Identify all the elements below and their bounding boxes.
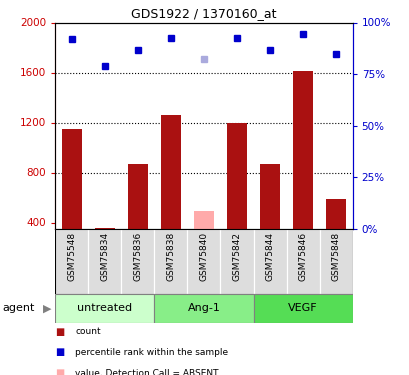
Bar — [88, 229, 121, 294]
Bar — [193, 211, 213, 229]
Text: ■: ■ — [55, 327, 65, 337]
Bar — [121, 229, 154, 294]
Bar — [319, 229, 352, 294]
Text: Ang-1: Ang-1 — [187, 303, 220, 313]
Bar — [154, 229, 187, 294]
Text: ▶: ▶ — [43, 303, 52, 313]
Text: GSM75846: GSM75846 — [298, 232, 307, 281]
Text: value, Detection Call = ABSENT: value, Detection Call = ABSENT — [75, 369, 218, 375]
Bar — [227, 123, 246, 229]
Bar — [128, 164, 148, 229]
Text: agent: agent — [2, 303, 34, 313]
Bar — [286, 229, 319, 294]
Text: ■: ■ — [55, 348, 65, 357]
Text: ■: ■ — [55, 368, 65, 375]
Bar — [259, 164, 279, 229]
Bar — [55, 229, 88, 294]
Text: GSM75834: GSM75834 — [100, 232, 109, 281]
Bar — [220, 229, 253, 294]
Bar — [154, 229, 187, 294]
Text: GSM75844: GSM75844 — [265, 232, 274, 281]
Bar — [161, 115, 180, 229]
Bar — [253, 294, 352, 322]
Text: GSM75840: GSM75840 — [199, 232, 208, 281]
Text: GSM75836: GSM75836 — [133, 232, 142, 281]
Text: GSM75838: GSM75838 — [166, 232, 175, 281]
Text: count: count — [75, 327, 101, 336]
Bar — [187, 229, 220, 294]
Text: untreated: untreated — [77, 303, 132, 313]
Bar — [88, 229, 121, 294]
Text: GSM75848: GSM75848 — [331, 232, 340, 281]
Text: GSM75548: GSM75548 — [67, 232, 76, 281]
Bar — [62, 129, 81, 229]
Title: GDS1922 / 1370160_at: GDS1922 / 1370160_at — [131, 7, 276, 20]
Bar — [220, 229, 253, 294]
Bar — [253, 229, 286, 294]
Bar — [286, 229, 319, 294]
Bar — [319, 229, 352, 294]
Bar — [187, 229, 220, 294]
Bar — [95, 228, 115, 229]
Bar — [55, 229, 88, 294]
Bar — [55, 294, 154, 322]
Text: VEGF: VEGF — [288, 303, 317, 313]
Bar — [292, 71, 312, 229]
Bar — [253, 229, 286, 294]
Text: percentile rank within the sample: percentile rank within the sample — [75, 348, 227, 357]
Bar — [154, 294, 253, 322]
Bar — [326, 199, 345, 229]
Text: GSM75842: GSM75842 — [232, 232, 241, 281]
Bar — [121, 229, 154, 294]
